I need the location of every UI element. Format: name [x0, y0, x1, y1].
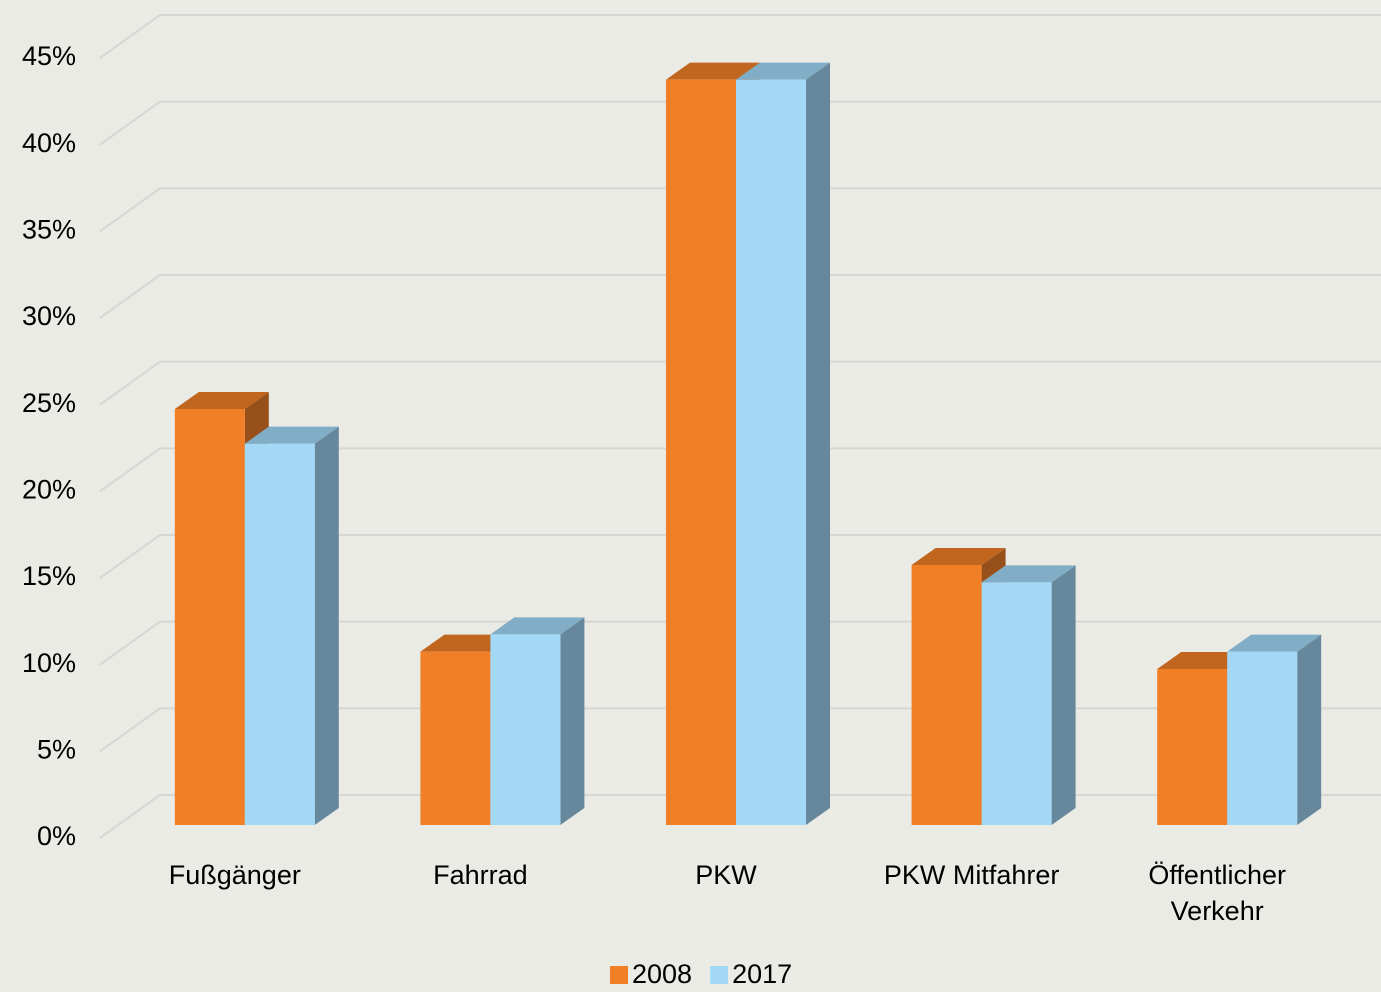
bar-top	[1227, 634, 1322, 652]
legend-swatch	[710, 966, 729, 984]
grid-line	[99, 274, 1381, 319]
bar-top	[174, 392, 269, 409]
bar	[490, 634, 561, 825]
bar-top	[911, 548, 1006, 565]
x-tick-label: PKW Mitfahrer	[883, 860, 1060, 890]
x-tick-label: Fußgänger	[168, 860, 301, 890]
grid-line	[99, 100, 1381, 146]
grid-line	[99, 360, 1381, 406]
bar	[1157, 669, 1228, 825]
y-tick-label: 40%	[22, 128, 76, 158]
bar-top	[736, 62, 830, 80]
y-tick-label: 15%	[22, 561, 76, 591]
bar	[420, 651, 491, 825]
bar-side	[314, 426, 339, 825]
y-tick-label: 30%	[22, 301, 76, 331]
bar-side	[806, 62, 830, 825]
y-tick-label: 10%	[22, 648, 76, 678]
bar	[174, 409, 245, 825]
bar-top	[981, 565, 1076, 583]
grid-line	[99, 447, 1381, 493]
bar-side	[1051, 565, 1076, 825]
legend-label: 2017	[732, 959, 792, 989]
grid-line	[99, 187, 1381, 233]
y-tick-label: 25%	[22, 388, 76, 418]
bar	[736, 79, 806, 825]
bar	[666, 79, 736, 825]
grid-line	[99, 14, 1381, 59]
bar	[911, 565, 982, 825]
bar-side	[1297, 634, 1322, 825]
bar-top	[666, 62, 760, 80]
y-tick-label: 5%	[37, 734, 76, 764]
legend-label: 2008	[632, 959, 692, 989]
y-tick-label: 35%	[22, 214, 76, 244]
x-tick-label: Öffentlicher Verkehr	[1148, 860, 1286, 926]
bar	[244, 443, 315, 825]
x-tick-label: Fahrrad	[433, 860, 528, 890]
y-tick-label: 45%	[22, 41, 76, 71]
bar-top	[244, 426, 339, 444]
bar	[981, 582, 1052, 825]
bar-top	[490, 617, 585, 635]
x-tick-label: PKW	[695, 860, 757, 890]
bar-side	[560, 617, 585, 825]
y-tick-label: 0%	[37, 821, 76, 851]
legend-swatch	[610, 966, 628, 984]
bar	[1227, 651, 1298, 825]
y-tick-label: 20%	[22, 474, 76, 504]
grid-line	[99, 534, 1381, 579]
